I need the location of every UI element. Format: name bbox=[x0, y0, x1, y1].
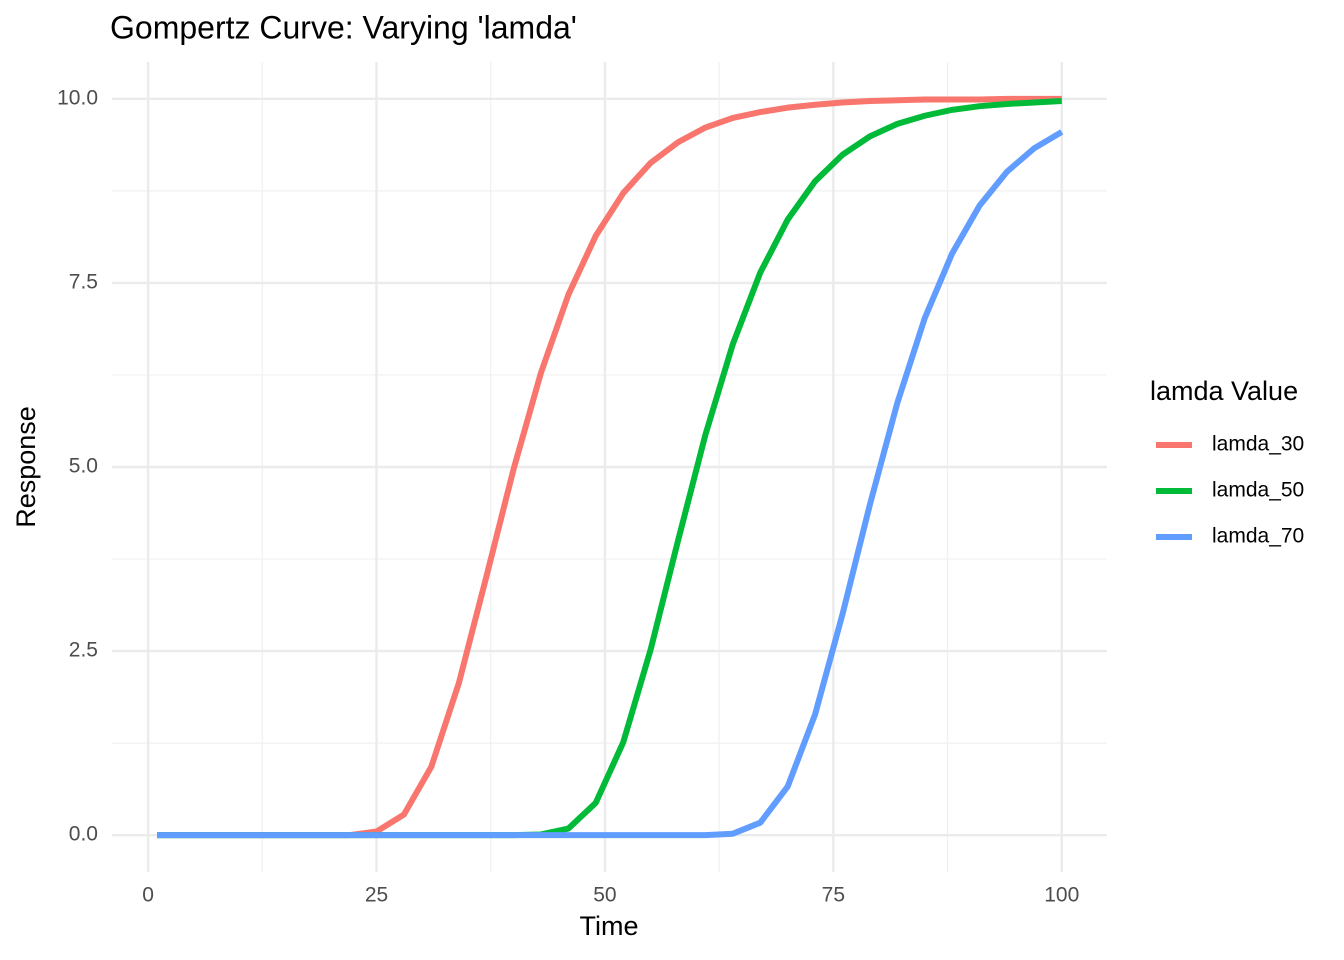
y-tick-label: 5.0 bbox=[69, 455, 98, 478]
y-tick-label: 0.0 bbox=[69, 823, 98, 846]
legend-label: lamda_70 bbox=[1212, 525, 1304, 548]
legend-title: lamda Value bbox=[1150, 376, 1298, 406]
legend-label: lamda_50 bbox=[1212, 479, 1304, 502]
line-series bbox=[157, 129, 1064, 839]
legend-label: lamda_30 bbox=[1212, 433, 1304, 456]
y-tick-label: 10.0 bbox=[57, 86, 98, 109]
x-tick-label: 100 bbox=[1044, 884, 1079, 907]
x-tick-label: 25 bbox=[365, 884, 388, 907]
x-tick-label: 75 bbox=[822, 884, 845, 907]
y-tick-label: 2.5 bbox=[69, 639, 98, 662]
y-tick-label: 7.5 bbox=[69, 270, 98, 293]
y-axis-label: Response bbox=[11, 406, 41, 528]
x-tick-label: 50 bbox=[593, 884, 616, 907]
x-tick-label: 0 bbox=[142, 884, 154, 907]
chart-title: Gompertz Curve: Varying 'lamda' bbox=[110, 9, 577, 45]
x-axis-label: Time bbox=[580, 911, 639, 941]
